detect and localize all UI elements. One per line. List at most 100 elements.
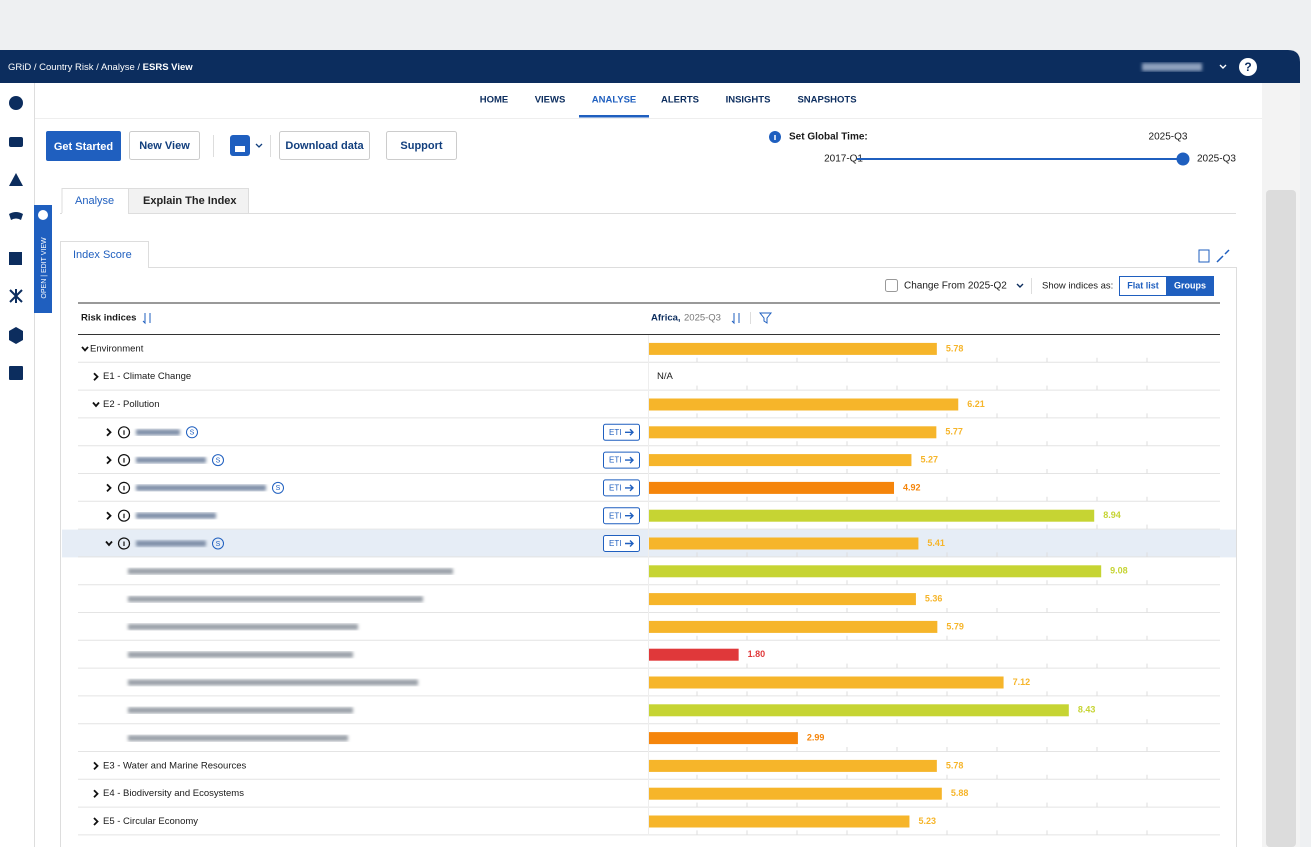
- user-name[interactable]: [1142, 63, 1202, 71]
- blurred-label: [128, 707, 353, 714]
- expand-toggle[interactable]: [106, 428, 112, 437]
- blurred-label: [128, 596, 423, 603]
- score-label: 5.36: [925, 593, 943, 603]
- change-chevron[interactable]: [1016, 283, 1024, 288]
- change-checkbox[interactable]: [885, 279, 898, 292]
- scrollbar-thumb[interactable]: [1266, 190, 1296, 847]
- icon-calendar[interactable]: [9, 366, 23, 380]
- tab[interactable]: [128, 188, 249, 214]
- score-label: 5.78: [946, 760, 964, 770]
- nav-item[interactable]: INSIGHTS: [726, 95, 771, 106]
- badge[interactable]: [272, 481, 284, 494]
- support-label: Support: [400, 140, 442, 152]
- expand-toggle[interactable]: [106, 483, 112, 493]
- time-selected: 2025-Q3: [1149, 132, 1188, 143]
- eti-label: ETI: [609, 484, 621, 493]
- score-label: 5.77: [945, 427, 963, 437]
- icon-box[interactable]: [9, 327, 23, 344]
- icon-video[interactable]: [9, 137, 23, 147]
- score-bar: [649, 454, 912, 467]
- eti-button[interactable]: [603, 507, 640, 525]
- export-icon[interactable]: [1198, 249, 1210, 263]
- eti-button[interactable]: [603, 479, 640, 497]
- side-tab-icon: [38, 210, 48, 220]
- blurred-label: [136, 484, 266, 491]
- expand-toggle[interactable]: [106, 511, 112, 520]
- crumb[interactable]: GRiD: [8, 62, 31, 73]
- badge[interactable]: [212, 537, 224, 550]
- crumb[interactable]: Analyse: [101, 62, 135, 73]
- score-label: 4.92: [903, 482, 921, 492]
- user-chevron[interactable]: [1219, 64, 1227, 69]
- score-bar: [649, 426, 937, 439]
- score-bar: [649, 593, 916, 606]
- nav-item[interactable]: ALERTS: [661, 95, 699, 106]
- time-label: Set Global Time:: [789, 132, 868, 143]
- eti-label: ETI: [609, 456, 621, 465]
- sort-icon[interactable]: [731, 313, 740, 325]
- info-icon[interactable]: [117, 537, 131, 550]
- icon-risk[interactable]: [9, 212, 23, 220]
- icon-chart[interactable]: [9, 252, 22, 265]
- blurred-label: [128, 568, 453, 575]
- eti-arrow: [625, 484, 634, 492]
- toggle-groups[interactable]: [1166, 276, 1214, 296]
- expand-toggle[interactable]: [81, 346, 89, 352]
- save-chevron[interactable]: [255, 143, 263, 148]
- badge-label: S: [276, 485, 281, 492]
- save-button[interactable]: [230, 135, 250, 156]
- score-label: 5.88: [951, 788, 969, 798]
- nav-item[interactable]: ANALYSE: [592, 95, 637, 106]
- new-view-button[interactable]: [129, 131, 200, 160]
- download-button[interactable]: [279, 131, 370, 160]
- expand-toggle[interactable]: [105, 540, 113, 547]
- collapse-icon[interactable]: [1216, 249, 1230, 263]
- badge-label: S: [216, 457, 221, 464]
- expand-toggle[interactable]: [106, 455, 112, 465]
- row-label: E1 - Climate Change: [103, 371, 191, 382]
- help-text: ?: [1244, 60, 1251, 74]
- info-icon[interactable]: [117, 481, 131, 494]
- icon-tools[interactable]: [9, 289, 23, 303]
- tab-label: Explain The Index: [143, 195, 237, 207]
- eti-arrow: [625, 540, 634, 547]
- info-icon[interactable]: [117, 454, 131, 467]
- filter-icon[interactable]: [758, 312, 773, 324]
- sort-icon[interactable]: [142, 313, 151, 325]
- get-started-button[interactable]: [46, 131, 121, 161]
- info-icon[interactable]: [117, 426, 131, 439]
- crumb[interactable]: Country Risk: [39, 62, 94, 73]
- side-tab[interactable]: [34, 205, 52, 313]
- expand-toggle[interactable]: [93, 817, 99, 826]
- eti-button[interactable]: [603, 535, 640, 552]
- expand-toggle[interactable]: [92, 401, 100, 408]
- download-label: Download data: [285, 140, 364, 152]
- icon-alert[interactable]: [9, 173, 23, 186]
- expand-toggle[interactable]: [93, 761, 99, 771]
- help-button[interactable]: [1239, 58, 1257, 76]
- score-label: 5.41: [927, 538, 945, 548]
- eti-button[interactable]: [603, 423, 640, 441]
- score-bar: [649, 481, 895, 494]
- nav-item[interactable]: HOME: [480, 95, 509, 106]
- support-button[interactable]: [386, 131, 457, 160]
- tab-active-gap: [62, 213, 128, 215]
- nav-item[interactable]: VIEWS: [535, 95, 566, 106]
- score-bar: [649, 787, 942, 800]
- blurred-label: [128, 623, 358, 630]
- expand-toggle[interactable]: [93, 789, 99, 798]
- blurred-label: [136, 540, 206, 547]
- eti-button[interactable]: [603, 451, 640, 469]
- eti-label: ETI: [609, 539, 621, 548]
- badge[interactable]: [186, 426, 198, 439]
- icon-globe[interactable]: [9, 96, 23, 110]
- expand-toggle[interactable]: [93, 372, 99, 381]
- score-label: 5.78: [946, 343, 964, 353]
- panel-tab[interactable]: [60, 241, 149, 269]
- time-knob[interactable]: [1176, 152, 1190, 166]
- info-icon[interactable]: [117, 509, 131, 522]
- nav-item[interactable]: SNAPSHOTS: [797, 95, 856, 106]
- badge[interactable]: [212, 454, 224, 467]
